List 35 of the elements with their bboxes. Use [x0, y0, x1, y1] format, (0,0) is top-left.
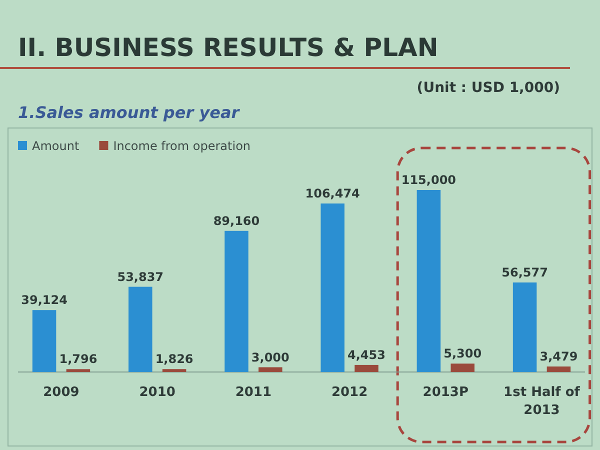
bar — [450, 364, 474, 372]
data-label: 3,479 — [540, 349, 578, 364]
bar — [258, 367, 282, 372]
text: (Unit : USD 1,000) — [416, 80, 560, 96]
bar — [162, 369, 186, 372]
data-label: 89,160 — [213, 214, 260, 228]
data-label: 4,453 — [348, 348, 386, 362]
legend-label: Income from operation — [113, 139, 251, 153]
data-label: 5,300 — [444, 346, 482, 361]
bar — [512, 282, 537, 372]
data-label: 115,000 — [401, 173, 456, 187]
data-label: 56,577 — [502, 265, 548, 280]
data-label: 1,826 — [155, 352, 194, 366]
bar — [32, 310, 56, 372]
chart-subtitle: 1.Sales amount per year — [18, 103, 240, 122]
bar — [224, 230, 248, 372]
bar — [416, 190, 441, 372]
data-label: 3,000 — [251, 350, 290, 364]
x-tick-label: 2012 — [331, 385, 368, 400]
legend-label: Amount — [32, 139, 80, 153]
bar — [546, 366, 571, 372]
x-tick-label: 2011 — [235, 385, 272, 400]
chart-title: II. BUSINESS RESULTS & PLAN — [18, 33, 438, 62]
x-tick-label: 1st Half of 2013 — [504, 385, 580, 418]
data-label: 106,474 — [305, 186, 360, 200]
bar — [66, 369, 90, 372]
data-label: 53,837 — [117, 270, 164, 284]
x-tick-label: 2009 — [43, 385, 80, 400]
x-tick-label: 2013P — [422, 385, 469, 400]
x-tick-label: 2010 — [139, 385, 176, 400]
bar — [320, 203, 344, 372]
bar — [354, 364, 378, 372]
bar — [128, 286, 152, 372]
data-label: 1,796 — [59, 352, 98, 366]
data-label: 39,124 — [21, 293, 68, 308]
